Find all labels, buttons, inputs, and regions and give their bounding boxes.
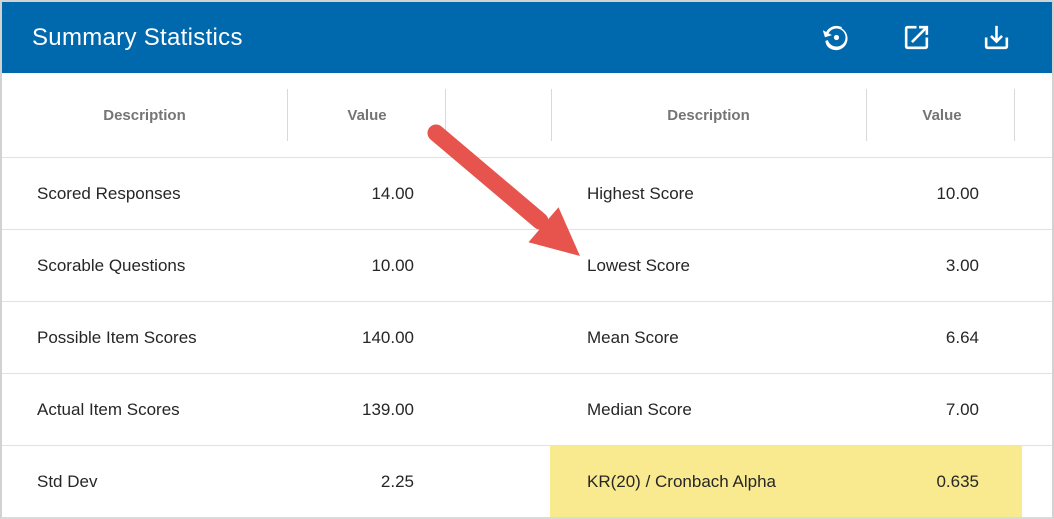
stat-label: Median Score <box>587 399 692 419</box>
stat-label: Actual Item Scores <box>37 399 180 419</box>
page-title: Summary Statistics <box>32 23 243 51</box>
header-divider <box>551 89 552 141</box>
table-row: Scored Responses 14.00 Highest Score 10.… <box>2 157 1052 229</box>
stat-label: Scored Responses <box>37 183 181 203</box>
download-button[interactable] <box>980 22 1012 54</box>
stat-value: 14.00 <box>371 183 414 203</box>
table-row: Actual Item Scores 139.00 Median Score 7… <box>2 373 1052 445</box>
stat-label: Lowest Score <box>587 255 690 275</box>
restore-icon <box>821 22 852 53</box>
titlebar-actions <box>820 22 1052 54</box>
row-gap <box>447 374 550 445</box>
right-pair: Mean Score 6.64 <box>550 302 1022 373</box>
stat-value: 3.00 <box>945 255 979 275</box>
table-row: Scorable Questions 10.00 Lowest Score 3.… <box>2 229 1052 301</box>
stat-value: 139.00 <box>362 399 414 419</box>
right-description-header: Description <box>667 106 750 124</box>
header-divider <box>287 89 288 141</box>
stat-label: Scorable Questions <box>37 255 186 275</box>
table-row: Possible Item Scores 140.00 Mean Score 6… <box>2 301 1052 373</box>
row-gap <box>447 230 550 301</box>
stat-value: 6.64 <box>945 327 979 347</box>
stat-label: KR(20) / Cronbach Alpha <box>587 471 776 491</box>
stat-label: Possible Item Scores <box>37 327 197 347</box>
titlebar: Summary Statistics <box>2 2 1052 73</box>
header-divider <box>866 89 867 141</box>
right-value-header: Value <box>922 106 962 124</box>
stat-value: 2.25 <box>380 471 414 491</box>
row-gap <box>447 302 550 373</box>
left-value-header: Value <box>347 106 387 124</box>
stat-value: 10.00 <box>371 255 414 275</box>
stat-value: 140.00 <box>362 327 414 347</box>
stat-label: Mean Score <box>587 327 679 347</box>
stat-label: Highest Score <box>587 183 694 203</box>
header-divider <box>445 89 446 141</box>
row-gap <box>447 158 550 229</box>
open-in-new-icon <box>901 22 932 53</box>
right-pair: Lowest Score 3.00 <box>550 230 1022 301</box>
right-pair: Highest Score 10.00 <box>550 158 1022 229</box>
restore-button[interactable] <box>820 22 852 54</box>
stat-label: Std Dev <box>37 471 98 491</box>
table-row: Std Dev 2.25 KR(20) / Cronbach Alpha 0.6… <box>2 445 1052 517</box>
highlighted-stat-row: KR(20) / Cronbach Alpha 0.635 <box>550 446 1022 517</box>
left-description-header: Description <box>103 106 186 124</box>
row-gap <box>447 446 550 517</box>
table-header-row: Description Value Description Value <box>2 73 1052 157</box>
right-pair: Median Score 7.00 <box>550 374 1022 445</box>
stat-value: 10.00 <box>936 183 979 203</box>
open-in-new-button[interactable] <box>900 22 932 54</box>
header-divider <box>1014 89 1015 141</box>
stat-value: 0.635 <box>936 471 979 491</box>
stat-value: 7.00 <box>945 399 979 419</box>
download-icon <box>981 22 1012 53</box>
